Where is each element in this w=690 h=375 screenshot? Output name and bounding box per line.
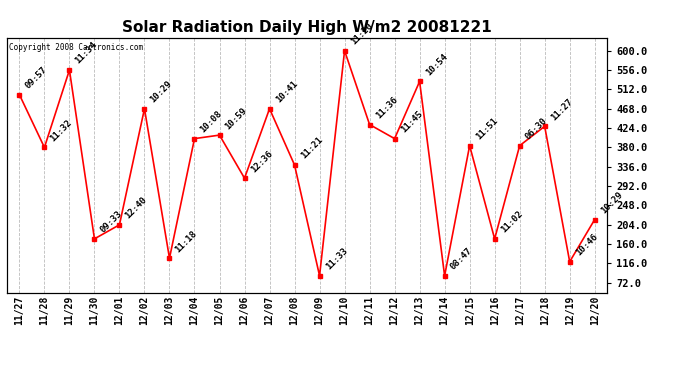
- Text: 10:54: 10:54: [424, 52, 449, 77]
- Text: 10:59: 10:59: [224, 106, 249, 131]
- Text: 11:36: 11:36: [374, 95, 399, 120]
- Text: 09:33: 09:33: [99, 209, 124, 235]
- Text: 12:36: 12:36: [248, 148, 274, 174]
- Text: 11:33: 11:33: [324, 246, 349, 272]
- Text: 11:21: 11:21: [299, 135, 324, 161]
- Text: 11:02: 11:02: [499, 209, 524, 235]
- Text: 11:34: 11:34: [74, 40, 99, 66]
- Text: 06:30: 06:30: [524, 116, 549, 141]
- Text: Copyright 2008 Cartronics.com: Copyright 2008 Cartronics.com: [9, 43, 143, 52]
- Text: 11:20: 11:20: [348, 21, 374, 46]
- Text: 11:45: 11:45: [399, 109, 424, 135]
- Text: 11:27: 11:27: [549, 97, 574, 122]
- Text: 10:41: 10:41: [274, 79, 299, 105]
- Text: 09:57: 09:57: [23, 65, 49, 90]
- Text: 11:32: 11:32: [48, 118, 74, 143]
- Text: 10:29: 10:29: [148, 79, 174, 105]
- Text: 08:47: 08:47: [448, 246, 474, 272]
- Text: 10:29: 10:29: [599, 190, 624, 215]
- Text: 11:51: 11:51: [474, 116, 499, 141]
- Text: 12:40: 12:40: [124, 195, 149, 220]
- Text: 10:08: 10:08: [199, 109, 224, 135]
- Text: 10:46: 10:46: [574, 232, 599, 258]
- Title: Solar Radiation Daily High W/m2 20081221: Solar Radiation Daily High W/m2 20081221: [122, 20, 492, 35]
- Text: 11:18: 11:18: [174, 229, 199, 254]
